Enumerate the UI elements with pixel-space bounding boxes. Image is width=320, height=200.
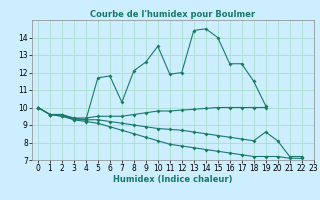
Title: Courbe de l'humidex pour Boulmer: Courbe de l'humidex pour Boulmer <box>90 10 255 19</box>
X-axis label: Humidex (Indice chaleur): Humidex (Indice chaleur) <box>113 175 233 184</box>
